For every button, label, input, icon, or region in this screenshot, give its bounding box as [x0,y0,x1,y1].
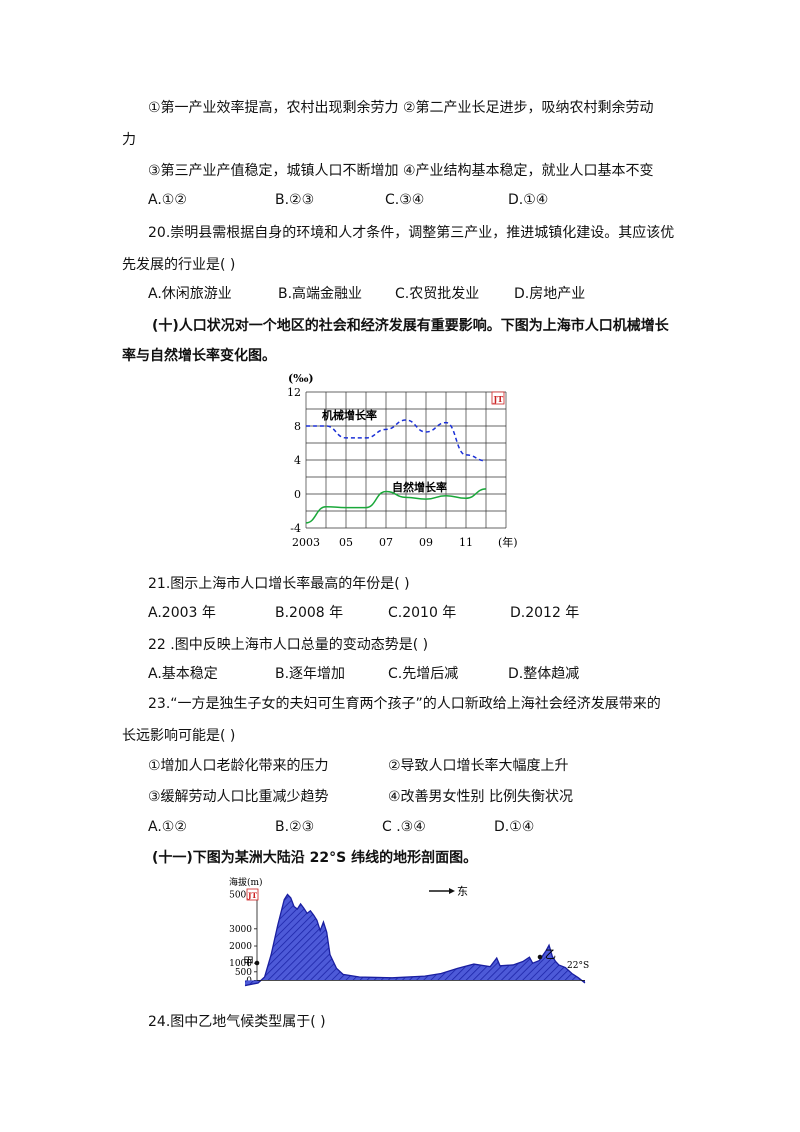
q20-option-b: B.高端金融业 [278,286,363,302]
x-axis-unit-label: (年) [498,535,518,549]
jt-stamp-2-text: JT [247,891,258,900]
q23-line-1: 23.“一方是独生子女的夫妇可生育两个孩子”的人口新政给上海社会经济发展带来的 [148,696,661,712]
q23-option-b: B.②③ [275,819,315,835]
q23-item-1: ①增加人口老龄化带来的压力 [148,758,329,774]
q20-option-d: D.房地产业 [514,286,586,302]
q19-option-b: B.②③ [275,192,315,208]
q22-line: 22 .图中反映上海市人口总量的变动态势是( ) [148,637,429,653]
x-tick-label: 11 [459,536,473,549]
section-11-line: (十一)下图为某洲大陆沿 22°S 纬线的地形剖面图。 [152,850,478,866]
q23-item-4: ④改善男女性别 比例失衡状况 [388,789,574,805]
q19-line-3: ③第三产业产值稳定，城镇人口不断增加 ④产业结构基本稳定，就业人口基本不变 [148,163,654,179]
q19-option-a: A.①② [148,192,187,208]
elevation-tick-label: 5000 [229,890,252,900]
q21-option-d: D.2012 年 [510,605,580,621]
elevation-ticks: 50003000200010005000 [229,890,258,986]
elevation-tick-label: 1000 [229,959,252,969]
q20-option-c: C.农贸批发业 [395,286,480,302]
terrain-outline [244,893,586,987]
y-tick-label: 12 [287,386,301,399]
y-axis-unit-label: (‰) [288,372,314,385]
q23-option-a: A.①② [148,819,187,835]
y-tick-label: 8 [294,420,301,433]
jt-stamp-2 [246,888,259,901]
x-tick-label: 09 [419,536,433,549]
q23-option-c: C .③④ [382,819,426,835]
terrain-fill [245,894,585,986]
q24-line: 24.图中乙地气候类型属于( ) [148,1014,326,1030]
y-tick-label: 0 [294,488,301,501]
direction-label: 东 [457,885,468,898]
x-tick-label: 07 [379,536,393,549]
series-label-natural: 自然增长率 [392,480,447,494]
chart-series [305,419,487,524]
elevation-tick-label: 500 [235,968,252,978]
series-label-mechanical: 机械增长率 [322,408,377,422]
section-10-line-2: 率与自然增长率变化图。 [122,348,276,364]
y-tick-label: -4 [290,522,301,535]
q19-line-1: ①第一产业效率提高，农村出现剩余劳力 ②第二产业长足进步，吸纳农村剩余劳动 [148,100,654,116]
q23-item-2: ②导致人口增长率大幅度上升 [388,758,569,774]
q22-option-d: D.整体趋减 [508,666,580,682]
q21-option-c: C.2010 年 [388,605,457,621]
q19-line-2: 力 [122,132,136,148]
terrain-profile-chart: 50003000200010005000 海拔(m) 东 JT 甲 乙 22°S [229,876,589,987]
q19-option-c: C.③④ [385,192,425,208]
q20-option-a: A.休闲旅游业 [148,286,232,302]
chart-grid [305,391,507,529]
direction-arrow-head [449,888,455,894]
jt-stamp-text: JT [493,394,504,404]
q23-option-d: D.①④ [494,819,535,835]
terrain-profile [244,893,586,987]
q22-option-c: C.先增后减 [388,666,459,682]
elevation-axis-label: 海拔(m) [229,876,263,888]
population-growth-chart: 12 8 4 0 -4 2003 05 07 09 11 (‰) (年) 机械增长率 自然增长率… [287,372,518,549]
q21-line: 21.图示上海市人口增长率最高的年份是( ) [148,576,410,592]
x-axis-ticks: 2003 05 07 09 11 [292,536,473,549]
q22-option-b: B.逐年增加 [275,666,346,682]
jt-stamp [491,391,505,405]
point-yi-label: 乙 [545,948,556,961]
elevation-tick-label: 2000 [229,942,252,952]
latitude-label: 22°S [567,961,589,971]
y-tick-label: 4 [294,454,301,467]
q21-option-b: B.2008 年 [275,605,344,621]
x-tick-label: 05 [339,536,353,549]
point-jia-label: 甲 [243,955,254,968]
q21-option-a: A.2003 年 [148,605,216,621]
x-tick-label: 2003 [292,536,320,549]
q19-option-d: D.①④ [508,192,549,208]
q20-line-2: 先发展的行业是( ) [122,257,236,273]
natural-growth-line [305,488,487,524]
q23-line-2: 长远影响可能是( ) [122,728,236,744]
elevation-tick-label: 3000 [229,925,252,935]
q23-item-3: ③缓解劳动人口比重减少趋势 [148,789,329,805]
q20-line-1: 20.崇明县需根据自身的环境和人才条件，调整第三产业，推进城镇化建设。其应该优 [148,225,675,241]
point-yi-marker [537,954,543,960]
point-jia-marker [254,960,260,966]
y-axis-ticks: 12 8 4 0 -4 [287,386,301,535]
section-10-line-1: (十)人口状况对一个地区的社会和经济发展有重要影响。下图为上海市人口机械增长 [152,318,669,334]
mechanical-growth-line [306,419,487,462]
q22-option-a: A.基本稳定 [148,666,218,682]
